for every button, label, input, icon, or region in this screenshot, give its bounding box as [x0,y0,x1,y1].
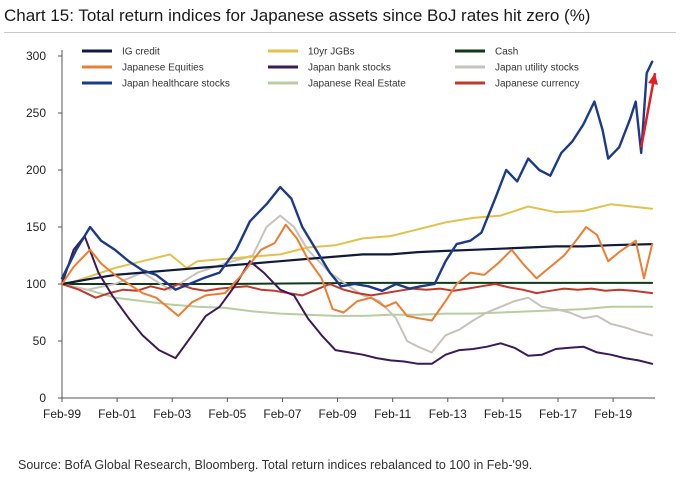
series-line-japanese-real-estate [61,283,654,317]
x-tick-label: Feb-09 [319,407,357,421]
y-tick-label: 250 [26,106,46,120]
series-line-japan-utility-stocks [61,214,654,354]
title-divider [4,32,676,33]
series-line-japan-bank-stocks [61,235,654,365]
y-tick-label: 150 [26,220,46,234]
y-tick-label: 200 [26,163,46,177]
x-tick-label: Feb-03 [153,407,191,421]
legend-label: Japan healthcare stocks [122,79,230,90]
y-tick-label: 100 [26,277,46,291]
legend-label: Japanese Equities [122,63,204,74]
x-tick-label: Feb-01 [98,407,136,421]
series-line-ig-credit [60,243,654,286]
legend-label: Japanese currency [495,79,580,90]
y-tick-label: 300 [26,49,46,63]
x-tick-label: Feb-13 [429,407,467,421]
series-layer [60,60,654,365]
x-tick-label: Feb-15 [484,407,522,421]
source-note: Source: BofA Global Research, Bloomberg.… [18,458,533,472]
legend-label: Japan utility stocks [495,63,579,74]
line-chart: 0 50 100 150 200 250 300 Feb-99 Feb-01 Feb-03 Feb-… [26,47,658,421]
series-line-japan-healthcare-stocks [60,60,654,292]
annotation-layer [639,72,658,148]
series-line-cash [61,281,654,285]
y-tick-label: 50 [33,334,47,348]
series-line-japanese-equities [61,223,654,322]
legend-label: Japan bank stocks [308,63,391,74]
legend-label: Cash [495,47,518,58]
axes: 0 50 100 150 200 250 300 Feb-99 Feb-01 Feb-03 Feb-… [26,49,655,421]
legend: IG credit 10yr JGBs Cash Japanese Equities J… [82,47,580,90]
legend-label: Japanese Real Estate [308,79,406,90]
chart-title: Chart 15: Total return indices for Japan… [4,6,591,25]
series-line-10yr-jgbs [61,203,654,285]
series-line-japanese-currency [61,283,654,299]
legend-label: 10yr JGBs [308,47,355,58]
x-tick-label: Feb-19 [594,407,632,421]
x-tick-label: Feb-11 [374,407,411,421]
trend-arrow-head [648,73,658,85]
x-tick-label: Feb-05 [208,407,246,421]
x-tick-label: Feb-99 [43,407,81,421]
x-tick-label: Feb-07 [263,407,301,421]
legend-label: IG credit [122,47,160,58]
x-tick-label: Feb-17 [539,407,577,421]
trend-arrow-shaft [639,72,657,148]
y-tick-label: 0 [39,391,46,405]
